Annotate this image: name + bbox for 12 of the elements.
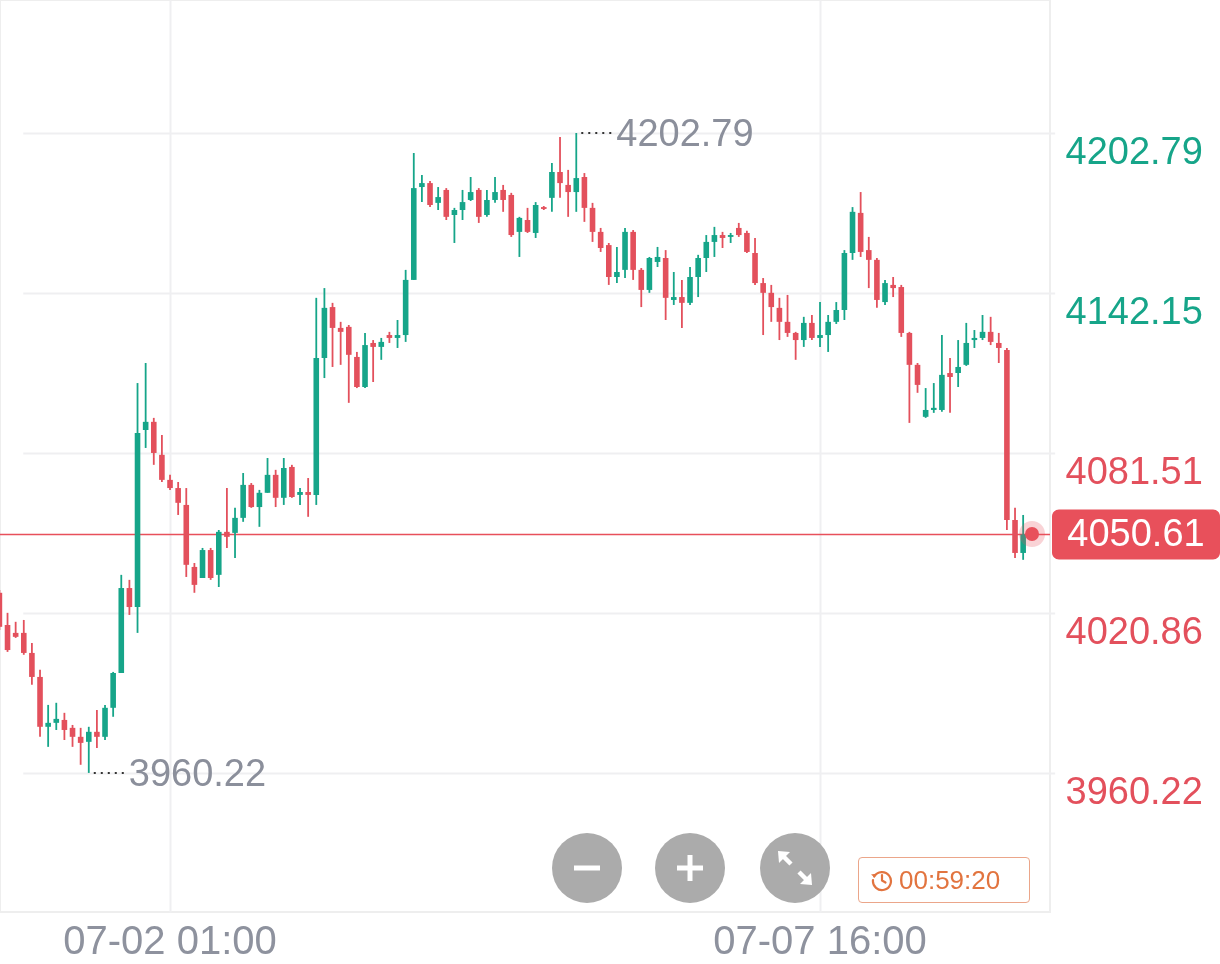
y-tick-label: 4020.86 (1065, 610, 1203, 653)
y-tick-label: 4202.79 (1065, 130, 1203, 173)
x-tick-label: 07-02 01:00 (63, 917, 277, 962)
annotation: 4202.79 (616, 111, 754, 154)
y-tick-label: 3960.22 (1065, 770, 1203, 813)
y-tick-label: 4081.51 (1065, 450, 1203, 493)
x-tick-label: 07-07 16:00 (713, 917, 927, 962)
timer-badge: 00:59:20 (858, 857, 1030, 903)
ref-line-label: 4050.61 (1067, 512, 1205, 555)
annotation: 00:59:20 (899, 865, 1001, 895)
y-tick-label: 4142.15 (1065, 290, 1203, 333)
annotation: 3960.22 (128, 751, 267, 794)
